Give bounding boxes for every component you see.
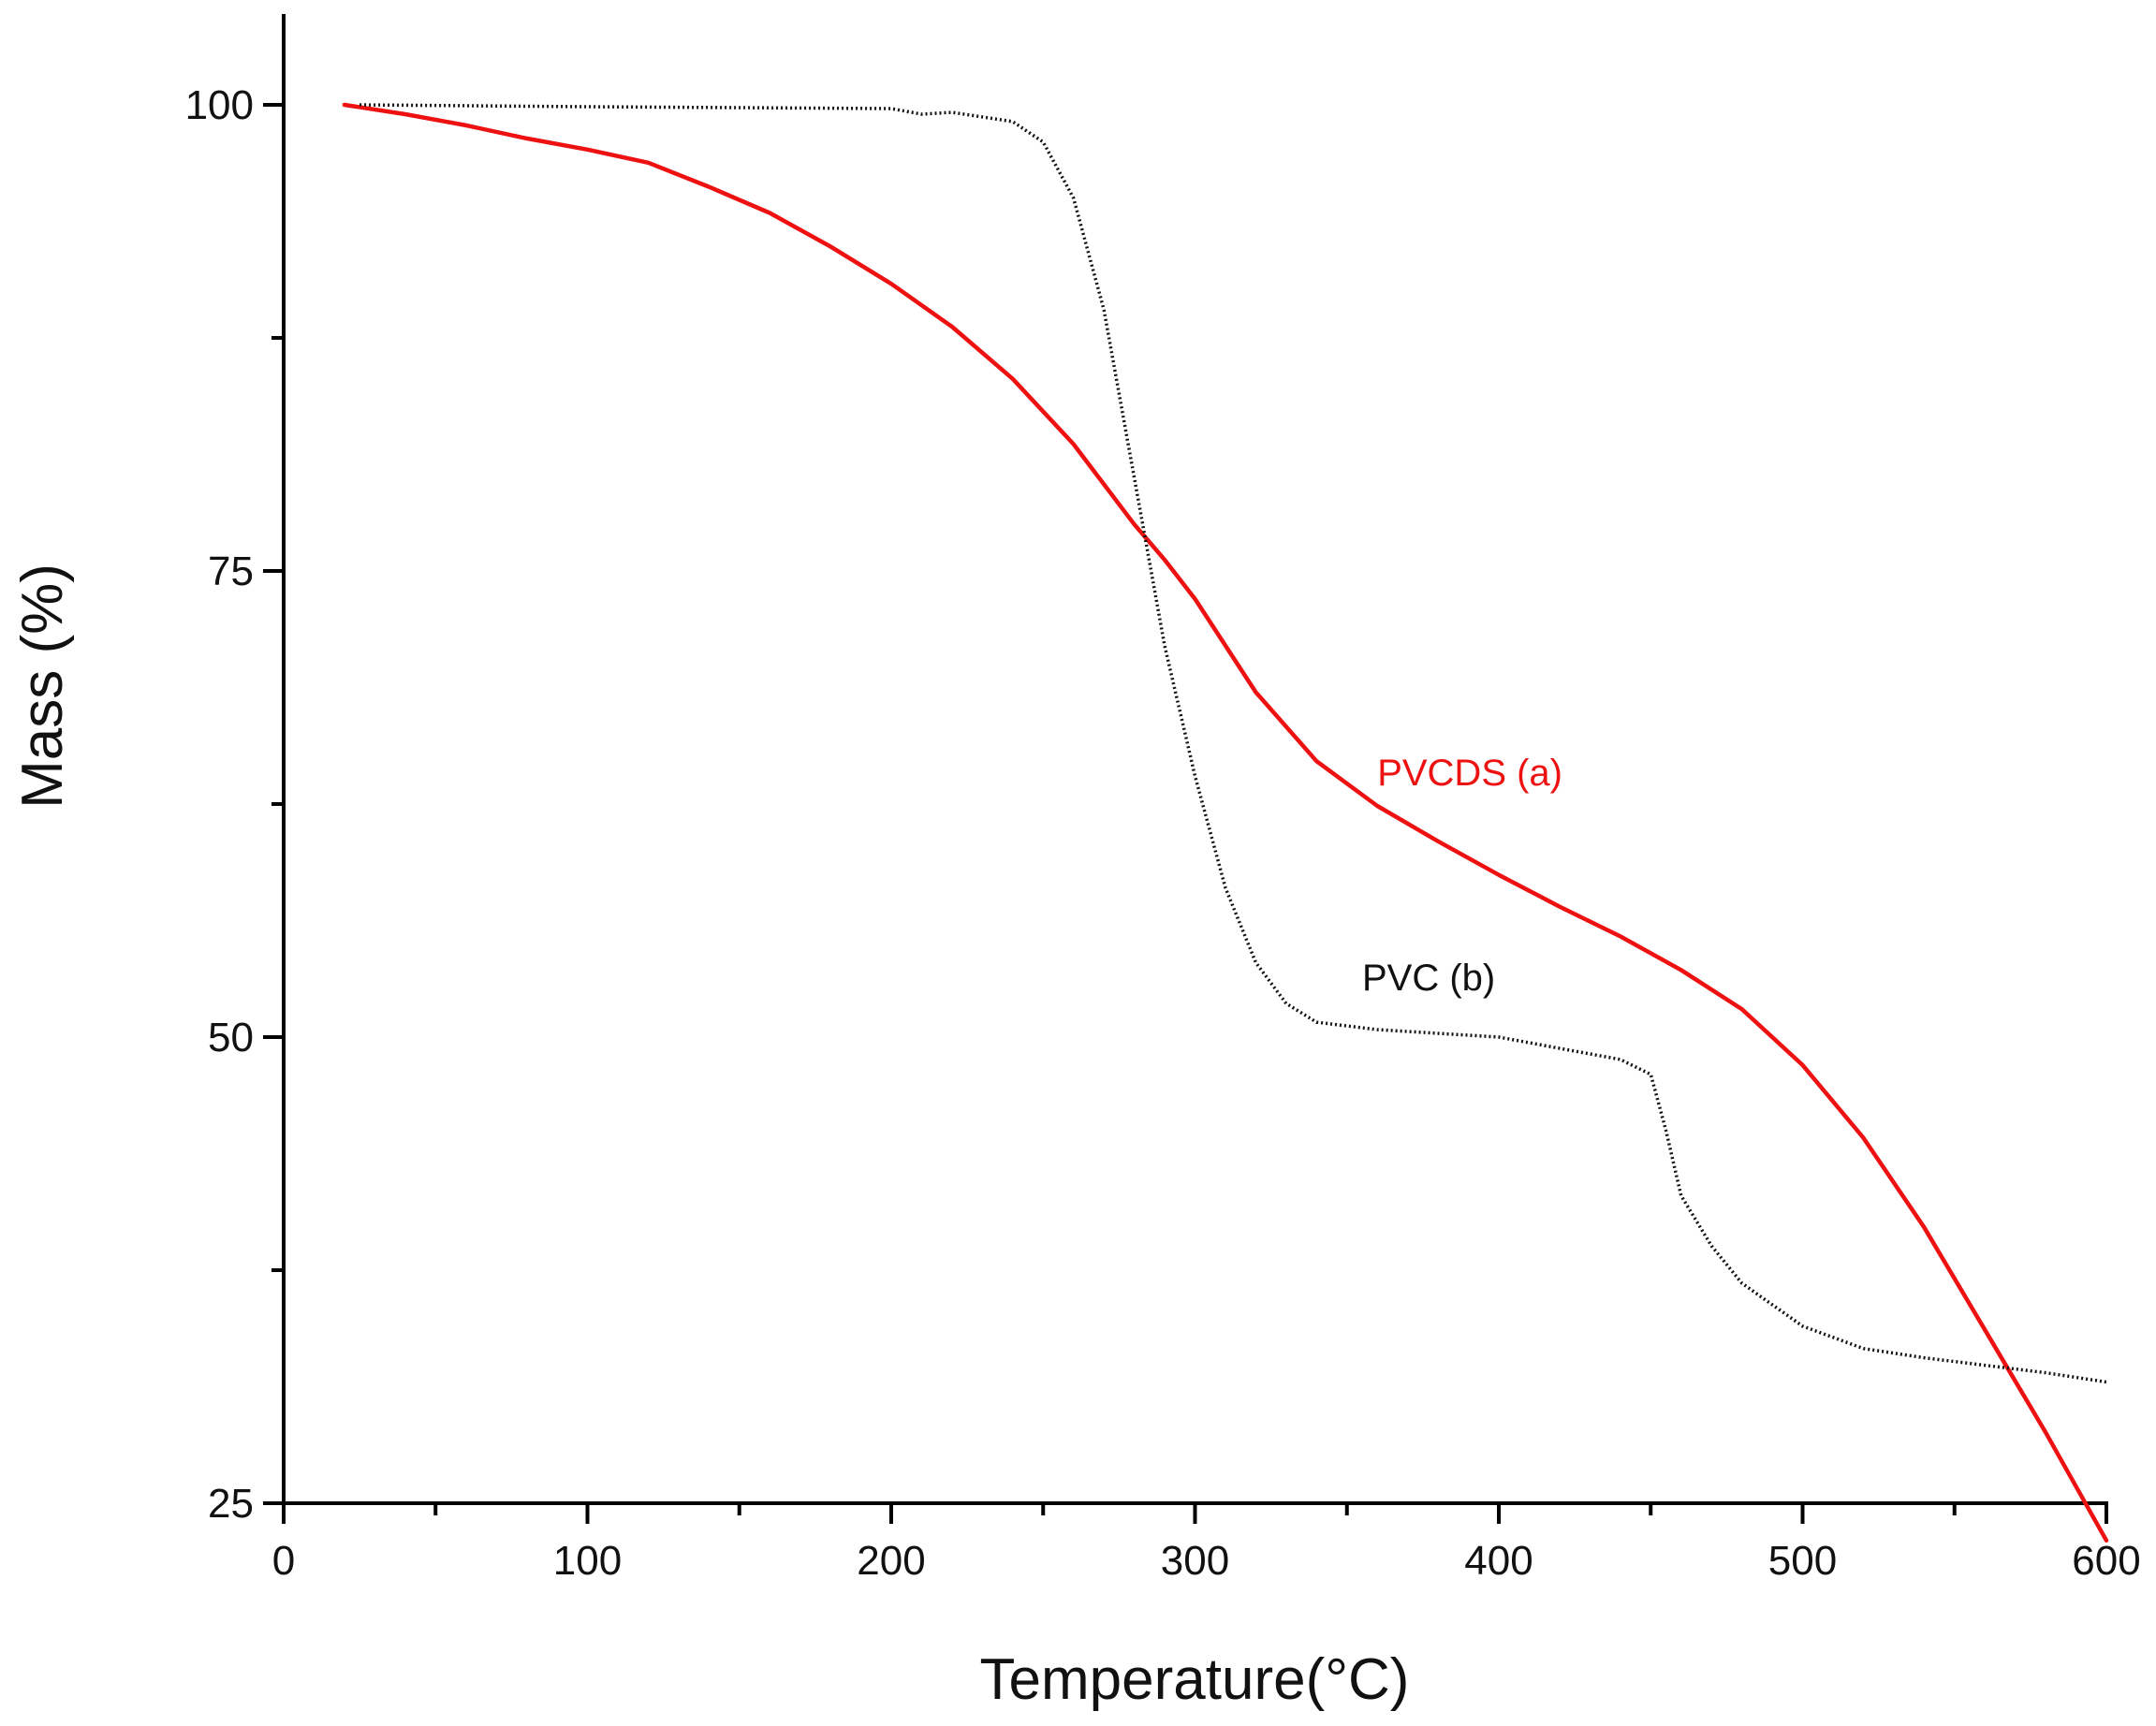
x-tick-label: 200 [857, 1538, 925, 1584]
y-axis-title: Mass (%) [10, 563, 75, 809]
x-tick-label: 300 [1161, 1538, 1229, 1584]
x-tick-label: 600 [2072, 1538, 2140, 1584]
y-tick-label: 100 [185, 82, 254, 128]
series-label-1: PVC (b) [1362, 958, 1495, 999]
x-tick-label: 0 [272, 1538, 295, 1584]
chart-axes [282, 14, 2108, 1505]
x-tick-label: 100 [553, 1538, 622, 1584]
series-line-0 [342, 102, 2109, 1543]
x-tick-label: 500 [1768, 1538, 1837, 1584]
series-label-0: PVCDS (a) [1377, 753, 1562, 794]
chart-series [342, 102, 2109, 1543]
x-axis-title: Temperature(°C) [980, 1647, 1410, 1712]
y-tick-label: 25 [208, 1481, 254, 1527]
chart-annotations: PVCDS (a) PVC (b) [1362, 753, 1562, 999]
y-tick-label: 50 [208, 1015, 254, 1060]
x-tick-label: 400 [1464, 1538, 1533, 1584]
y-tick-label: 75 [208, 549, 254, 594]
series-line-1 [359, 103, 2107, 1384]
chart-ticks: 0 100 200 300 400 500 600 25 50 75 100 [185, 82, 2141, 1584]
